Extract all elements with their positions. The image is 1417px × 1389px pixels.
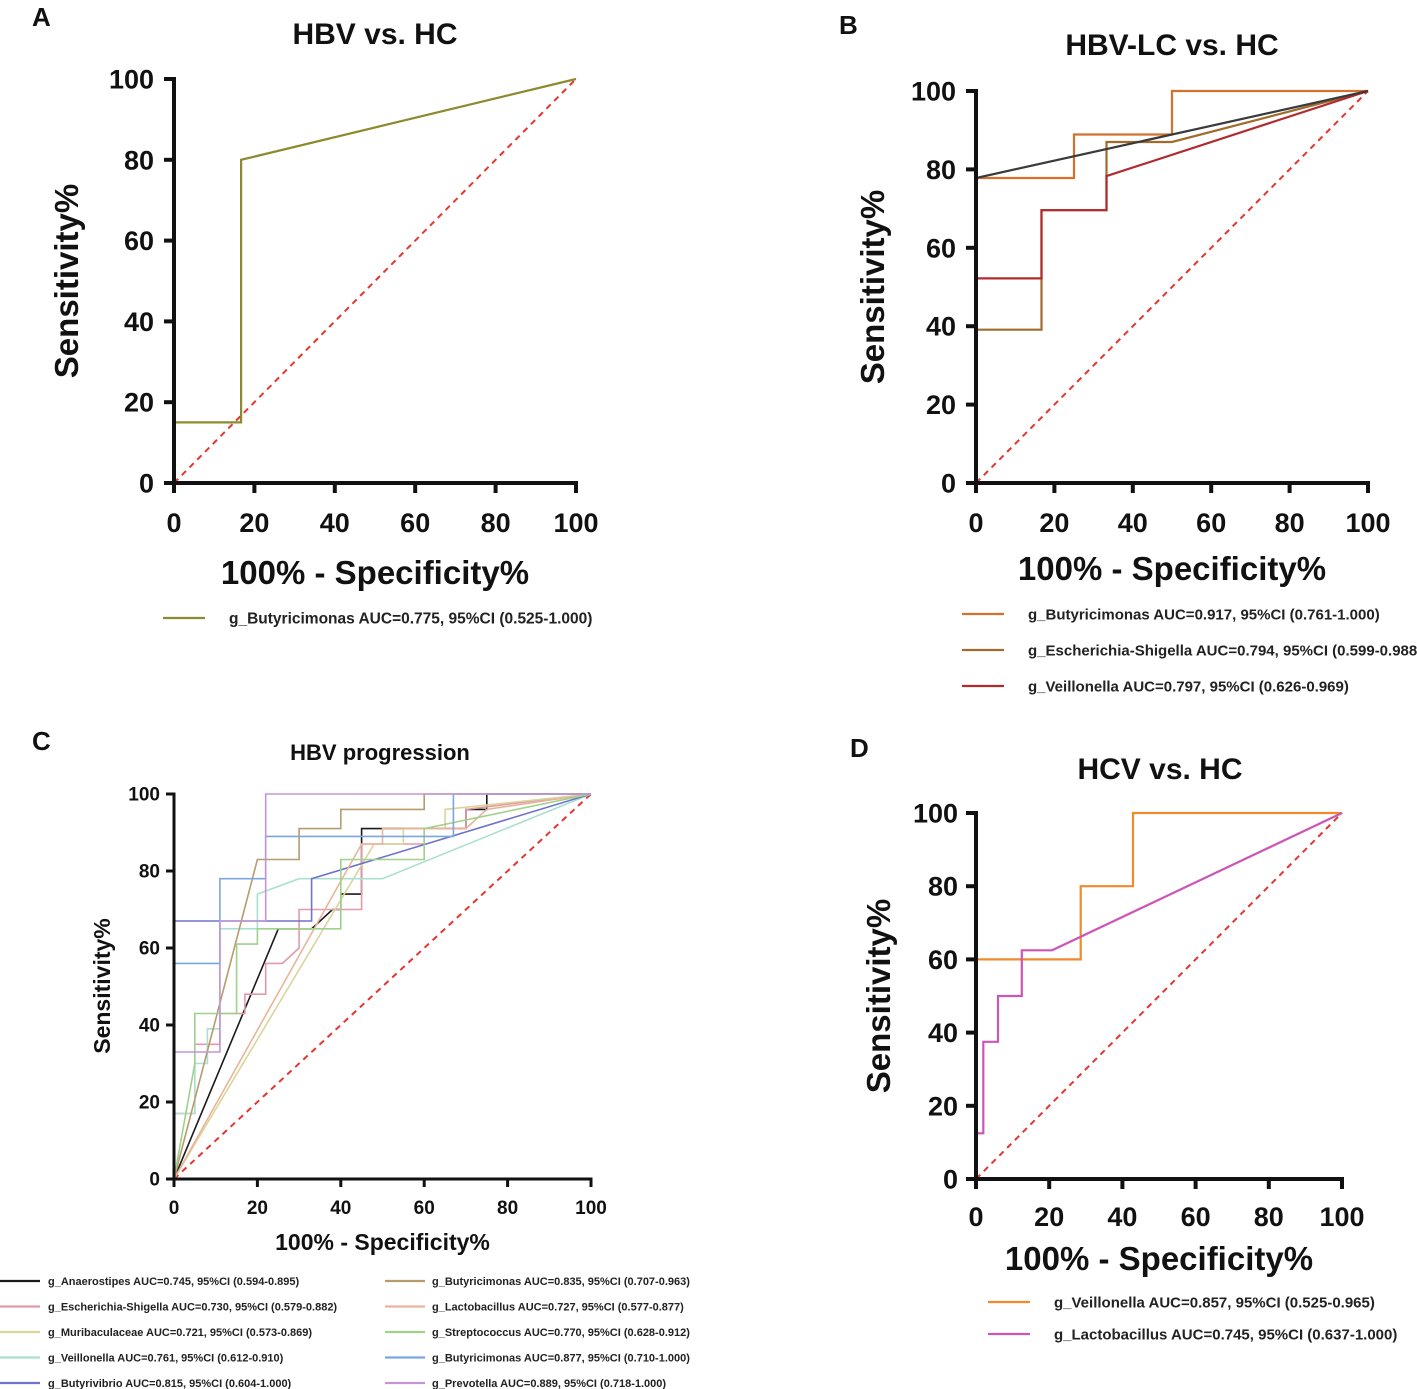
legend-label-c-7: g_Streptococcus AUC=0.770, 95%CI (0.628-… xyxy=(432,1327,690,1339)
y-tick-label-c: 0 xyxy=(149,1170,160,1191)
x-tick-label-a: 0 xyxy=(166,508,181,538)
y-tick-label-a: 80 xyxy=(124,145,154,175)
legend-b: g_Butyricimonas AUC=0.917, 95%CI (0.761-… xyxy=(962,606,1417,695)
legend-label-c-3: g_Veillonella AUC=0.761, 95%CI (0.612-0.… xyxy=(48,1352,284,1364)
y-tick-label-a: 20 xyxy=(124,388,154,418)
y-tick-label-d: 0 xyxy=(943,1164,958,1194)
x-tick-label-c: 80 xyxy=(497,1198,518,1219)
x-axis-label-b: 100% - Specificity% xyxy=(1018,550,1326,587)
x-tick-label-b: 0 xyxy=(968,508,983,538)
x-tick-label-b: 60 xyxy=(1196,508,1226,538)
x-axis-label-d: 100% - Specificity% xyxy=(1005,1240,1313,1277)
x-tick-label-a: 100 xyxy=(553,508,598,538)
x-tick-label-d: 40 xyxy=(1107,1202,1137,1232)
roc-curve-c-5 xyxy=(173,793,591,1180)
x-tick-label-a: 40 xyxy=(320,508,350,538)
legend-label-d-0: g_Veillonella AUC=0.857, 95%CI (0.525-0.… xyxy=(1054,1294,1375,1311)
y-tick-label-c: 20 xyxy=(139,1093,160,1114)
x-tick-label-d: 60 xyxy=(1181,1202,1211,1232)
x-tick-label-d: 100 xyxy=(1319,1202,1364,1232)
y-tick-label-b: 80 xyxy=(926,155,956,185)
legend-label-c-9: g_Prevotella AUC=0.889, 95%CI (0.718-1.0… xyxy=(432,1378,666,1389)
legend-label-c-4: g_Butyrivibrio AUC=0.815, 95%CI (0.604-1… xyxy=(48,1378,292,1389)
y-tick-label-c: 40 xyxy=(139,1016,160,1037)
panel-letter-a: A xyxy=(32,2,51,32)
y-tick-label-b: 100 xyxy=(911,76,956,106)
panel-b: B HBV-LC vs. HC 0 20 40 60 80 100 0 20 40 60 80 100 10… xyxy=(839,10,1417,695)
y-tick-label-a: 0 xyxy=(139,468,154,498)
legend-label-d-1: g_Lactobacillus AUC=0.745, 95%CI (0.637-… xyxy=(1054,1326,1397,1343)
legend-label-c-5: g_Butyricimonas AUC=0.835, 95%CI (0.707-… xyxy=(432,1276,690,1288)
chart-title-d: HCV vs. HC xyxy=(1077,753,1242,786)
y-tick-label-a: 100 xyxy=(109,64,154,94)
reference-line-a xyxy=(173,78,577,484)
y-tick-label-d: 40 xyxy=(928,1018,958,1048)
panel-c: C HBV progression 0 20 40 60 80 100 0 20 40 60 80 100… xyxy=(0,726,690,1389)
y-tick-label-c: 80 xyxy=(139,862,160,883)
roc-curve-d-1 xyxy=(974,812,1343,1179)
y-tick-label-d: 20 xyxy=(928,1091,958,1121)
reference-line-d xyxy=(975,812,1343,1180)
x-tick-label-a: 20 xyxy=(239,508,269,538)
panel-letter-b: B xyxy=(839,10,858,40)
y-axis-label-a: Sensitivity% xyxy=(48,184,85,378)
x-tick-label-c: 20 xyxy=(247,1198,268,1219)
x-tick-label-c: 0 xyxy=(169,1198,180,1219)
x-tick-label-a: 80 xyxy=(481,508,511,538)
x-tick-label-d: 0 xyxy=(968,1202,983,1232)
y-axis-label-b: Sensitivity% xyxy=(854,190,891,384)
legend-label-b-2: g_Veillonella AUC=0.797, 95%CI (0.626-0.… xyxy=(1028,678,1349,695)
y-tick-label-d: 100 xyxy=(913,798,958,828)
y-axis-label-d: Sensitivity% xyxy=(860,899,897,1093)
y-tick-label-c: 60 xyxy=(139,939,160,960)
x-tick-label-d: 20 xyxy=(1034,1202,1064,1232)
x-tick-label-c: 60 xyxy=(414,1198,435,1219)
legend-label-c-1: g_Escherichia-Shigella AUC=0.730, 95%CI … xyxy=(48,1301,337,1313)
legend-label-c-8: g_Butyricimonas AUC=0.877, 95%CI (0.710-… xyxy=(432,1352,690,1364)
x-tick-label-b: 20 xyxy=(1039,508,1069,538)
y-tick-label-b: 0 xyxy=(941,468,956,498)
roc-curve-c-6 xyxy=(173,793,592,1180)
panel-a: A HBV vs. HC 0 20 40 60 80 100 0 20 40 60 80 100 100% … xyxy=(32,2,599,627)
chart-title-a: HBV vs. HC xyxy=(292,18,457,51)
panel-letter-d: D xyxy=(850,733,869,763)
legend-label-a-0: g_Butyricimonas AUC=0.775, 95%CI (0.525-… xyxy=(229,610,592,627)
y-tick-label-b: 20 xyxy=(926,390,956,420)
roc-curve-c-7 xyxy=(173,793,592,1180)
legend-label-b-0: g_Butyricimonas AUC=0.917, 95%CI (0.761-… xyxy=(1028,606,1380,623)
x-tick-label-a: 60 xyxy=(400,508,430,538)
x-tick-label-b: 100 xyxy=(1345,508,1390,538)
x-tick-label-b: 40 xyxy=(1118,508,1148,538)
panel-letter-c: C xyxy=(32,726,51,756)
chart-title-c: HBV progression xyxy=(290,740,470,765)
legend-label-c-0: g_Anaerostipes AUC=0.745, 95%CI (0.594-0… xyxy=(48,1276,300,1288)
x-axis-label-c: 100% - Specificity% xyxy=(275,1229,490,1255)
y-tick-label-a: 60 xyxy=(124,226,154,256)
x-tick-label-d: 80 xyxy=(1254,1202,1284,1232)
reference-line-b xyxy=(975,90,1369,484)
y-tick-label-c: 100 xyxy=(128,785,160,806)
legend-label-b-1: g_Escherichia-Shigella AUC=0.794, 95%CI … xyxy=(1028,642,1417,659)
y-tick-label-d: 60 xyxy=(928,945,958,975)
x-tick-label-c: 100 xyxy=(575,1198,607,1219)
legend-d: g_Veillonella AUC=0.857, 95%CI (0.525-0.… xyxy=(988,1294,1397,1343)
y-axis-label-c: Sensitivity% xyxy=(89,918,115,1054)
legend-c: g_Anaerostipes AUC=0.745, 95%CI (0.594-0… xyxy=(0,1276,690,1389)
x-tick-label-c: 40 xyxy=(330,1198,351,1219)
x-axis-label-a: 100% - Specificity% xyxy=(221,554,529,591)
y-tick-label-d: 80 xyxy=(928,872,958,902)
y-tick-label-b: 60 xyxy=(926,233,956,263)
y-tick-label-a: 40 xyxy=(124,307,154,337)
legend-label-c-6: g_Lactobacillus AUC=0.727, 95%CI (0.577-… xyxy=(432,1301,684,1313)
chart-title-b: HBV-LC vs. HC xyxy=(1065,29,1278,62)
y-tick-label-b: 40 xyxy=(926,312,956,342)
x-tick-label-b: 80 xyxy=(1275,508,1305,538)
legend-label-c-2: g_Muribaculaceae AUC=0.721, 95%CI (0.573… xyxy=(48,1327,312,1339)
legend-a: g_Butyricimonas AUC=0.775, 95%CI (0.525-… xyxy=(163,610,592,627)
